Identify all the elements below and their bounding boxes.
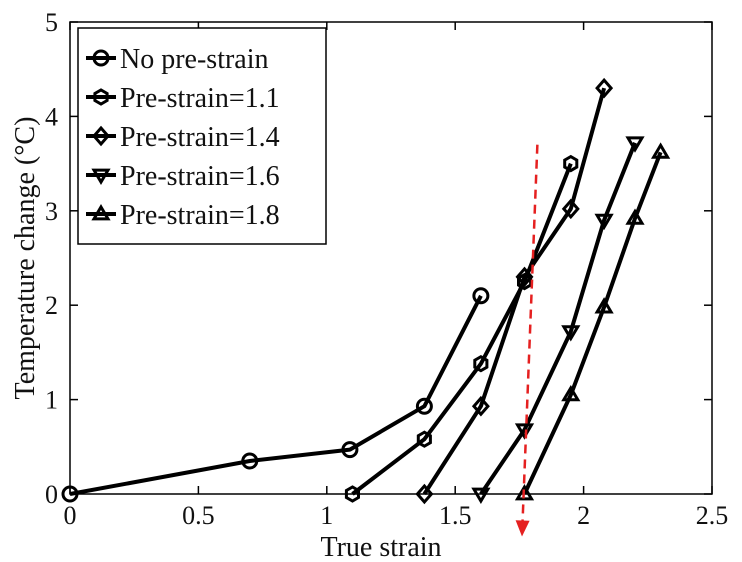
legend-label: Pre-strain=1.8 [120,200,280,231]
y-axis-title: Temperature change (°C) [10,117,41,400]
data-point [415,397,433,415]
series-line [69,294,483,496]
legend-label: Pre-strain=1.6 [120,161,280,192]
data-point [61,485,79,503]
x-tick-label: 1.5 [439,501,472,530]
series-5 [514,142,671,501]
legend-marker [92,125,110,147]
data-point [625,136,645,153]
data-point [594,213,614,231]
y-tick-label: 0 [45,480,58,509]
data-point [594,297,614,314]
legend-marker [91,204,111,221]
annotation-group [515,144,539,537]
data-point [563,154,579,173]
data-point [241,452,259,470]
plot-area [61,21,713,537]
data-point [650,142,671,159]
y-tick-label: 3 [45,197,58,226]
legend-label: No pre-strain [120,44,269,75]
legend-items: No pre-strain Pre-strain=1.1 Pre-strain=1.… [86,44,280,231]
data-point [515,266,534,288]
x-tick-labels: 0 0.5 1 1.5 2 2.5 [64,501,729,530]
series-3 [415,77,614,505]
x-tick-label: 1 [320,501,333,530]
data-point [472,287,490,305]
data-point [473,354,489,373]
legend-item: No pre-strain [86,44,269,75]
data-point [341,441,359,459]
legend-label: Pre-strain=1.1 [120,83,280,114]
series-line [351,162,573,496]
series-2 [344,154,579,503]
legend-marker [91,168,111,185]
axes-frame [69,21,713,495]
annotation-dashed-line [521,144,539,521]
y-tick-label: 4 [45,102,58,131]
data-point [561,384,581,402]
data-point [514,423,535,440]
legend-item: Pre-strain=1.1 [86,83,280,114]
data-point [561,198,580,220]
legend-item: Pre-strain=1.8 [86,200,280,231]
data-point [625,208,645,225]
data-point [561,325,581,342]
y-tick-label: 5 [45,8,58,37]
data-point [344,485,360,503]
series-line [479,142,637,496]
x-tick-label: 2.5 [696,501,729,530]
series-group [61,77,671,505]
legend-label: Pre-strain=1.4 [120,122,280,153]
legend-item: Pre-strain=1.4 [86,122,280,153]
series-4 [471,136,645,504]
y-tick-label: 1 [45,386,58,415]
legend-marker [92,49,110,67]
data-point [471,395,490,417]
legend-item: Pre-strain=1.6 [86,161,280,192]
x-axis-title: True strain [320,532,441,562]
legend-box [77,27,327,245]
series-1 [61,287,490,503]
annotation-arrowhead [515,520,530,537]
data-point [595,77,614,99]
series-line [522,151,663,495]
legend: No pre-strain Pre-strain=1.1 Pre-strain=1.… [77,27,327,245]
series-line [422,87,607,496]
x-tick-label: 0.5 [182,501,215,530]
data-point [471,487,491,504]
y-tick-labels: 0 1 2 3 4 5 [45,8,58,509]
legend-marker [93,88,109,106]
y-tick-label: 2 [45,291,58,320]
data-point [415,483,434,505]
data-point [514,484,535,501]
data-point [416,430,432,448]
x-tick-label: 0 [64,501,77,530]
x-tick-label: 2 [577,501,590,530]
